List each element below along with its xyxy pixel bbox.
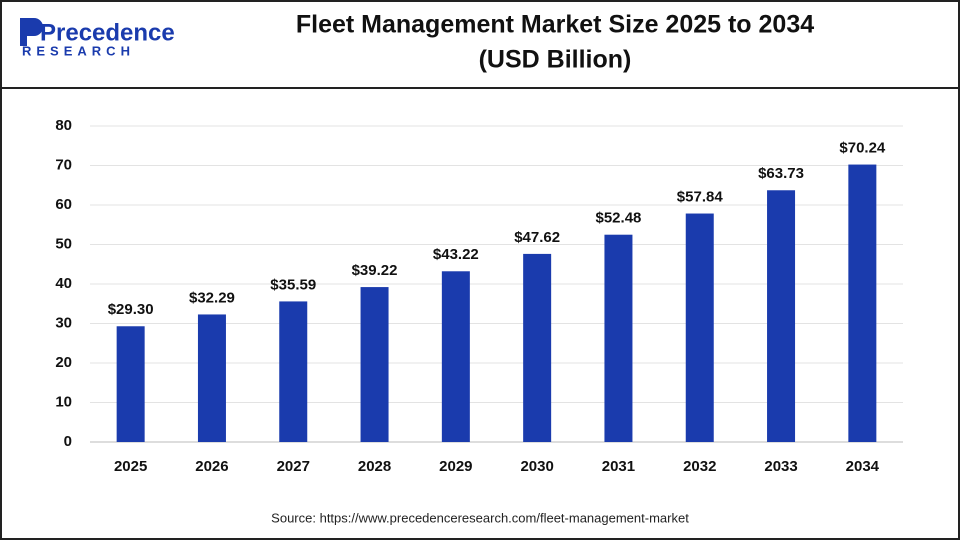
bar: [360, 287, 389, 442]
x-tick-label: 2030: [520, 458, 553, 475]
y-tick-label: 0: [64, 433, 72, 450]
logo-icon: [20, 18, 43, 46]
bar: [685, 213, 714, 442]
bar: [279, 301, 308, 442]
value-label: $57.84: [677, 189, 724, 206]
value-label: $39.22: [352, 262, 398, 279]
logo: Precedence RESEARCH: [20, 18, 175, 58]
bar: [523, 253, 552, 442]
source: Source: https://www.precedenceresearch.c…: [271, 510, 689, 525]
value-label: $63.73: [758, 165, 804, 182]
value-label: $35.59: [270, 276, 316, 293]
x-tick-label: 2034: [846, 458, 880, 475]
y-tick-label: 40: [55, 275, 72, 292]
y-tick-label: 30: [55, 314, 72, 331]
logo-name: Precedence: [40, 19, 175, 46]
bar: [116, 326, 145, 442]
y-tick-label: 70: [55, 156, 72, 173]
y-tick-label: 10: [55, 393, 72, 410]
y-tick-label: 20: [55, 354, 72, 371]
y-tick-label: 50: [55, 235, 72, 252]
x-tick-label: 2025: [114, 458, 147, 475]
bar: [441, 271, 470, 442]
bar: [604, 234, 633, 442]
bar: [848, 164, 877, 442]
value-label: $32.29: [189, 289, 235, 306]
y-tick-label: 60: [55, 196, 72, 213]
logo-tagline: RESEARCH: [22, 43, 135, 58]
value-label: $52.48: [596, 210, 642, 227]
value-label: $43.22: [433, 246, 479, 263]
value-label: $47.62: [514, 229, 560, 246]
x-tick-label: 2027: [277, 458, 310, 475]
x-tick-label: 2029: [439, 458, 472, 475]
x-tick-label: 2032: [683, 458, 716, 475]
x-tick-label: 2033: [764, 458, 797, 475]
bar: [767, 190, 796, 442]
chart-subtitle: (USD Billion): [479, 46, 632, 74]
bar: [197, 314, 226, 442]
chart-title: Fleet Management Market Size 2025 to 203…: [296, 11, 814, 39]
x-tick-label: 2031: [602, 458, 635, 475]
x-tick-label: 2026: [195, 458, 228, 475]
y-tick-label: 80: [55, 117, 72, 134]
value-label: $29.30: [108, 301, 154, 318]
x-tick-label: 2028: [358, 458, 391, 475]
value-label: $70.24: [839, 140, 886, 157]
